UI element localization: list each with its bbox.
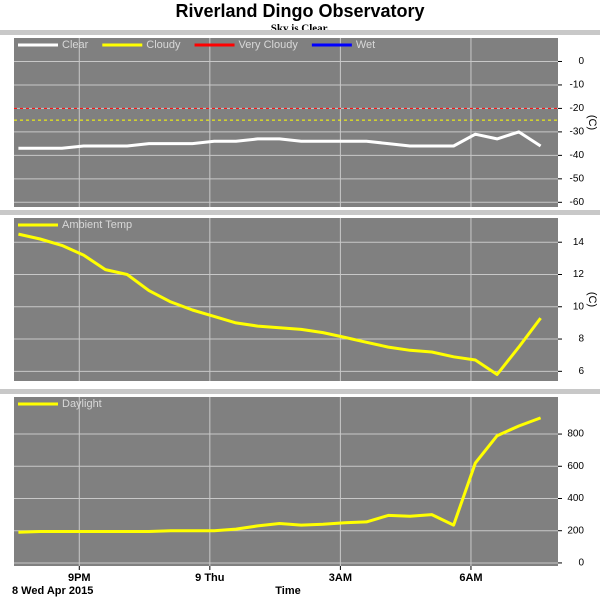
y-tick-label: -10 — [570, 80, 585, 91]
y-tick-label: -40 — [570, 150, 585, 161]
plot-area — [14, 218, 558, 381]
x-axis-label: Time — [275, 585, 300, 597]
legend-label: Wet — [356, 39, 375, 51]
plot-area — [14, 397, 558, 566]
data-line — [18, 416, 542, 534]
y-tick-label: 600 — [567, 461, 584, 472]
y-tick-label: 6 — [578, 366, 584, 377]
x-tick-label: 9 Thu — [195, 572, 224, 584]
y-tick-label: 200 — [567, 525, 584, 536]
y-tick-label: 10 — [573, 301, 585, 312]
x-tick-label: 9PM — [68, 572, 91, 584]
separator — [0, 30, 600, 35]
y-tick-label: 800 — [567, 429, 584, 440]
y-axis-label: (C) — [586, 115, 598, 130]
y-tick-label: 0 — [578, 558, 584, 569]
separator — [0, 389, 600, 394]
legend-label: Clear — [62, 39, 89, 51]
data-line — [18, 232, 542, 376]
legend-label: Cloudy — [146, 39, 181, 51]
x-tick-label: 6AM — [459, 572, 482, 584]
x-start-label: 8 Wed Apr 2015 — [12, 585, 93, 597]
plot-area — [14, 38, 558, 207]
separator — [0, 210, 600, 215]
data-line — [18, 130, 542, 150]
y-tick-label: 12 — [573, 269, 585, 280]
legend-label: Very Cloudy — [239, 39, 299, 51]
y-axis-label: (C) — [586, 292, 598, 307]
y-tick-label: -20 — [570, 103, 585, 114]
y-tick-label: 14 — [573, 237, 585, 248]
chart-title: Riverland Dingo Observatory — [175, 1, 424, 21]
y-tick-label: -60 — [570, 197, 585, 208]
legend-label: Ambient Temp — [62, 219, 132, 231]
y-tick-label: 400 — [567, 493, 584, 504]
x-tick-label: 3AM — [329, 572, 352, 584]
legend-label: Daylight — [62, 398, 102, 410]
y-tick-label: 0 — [578, 56, 584, 67]
y-tick-label: 8 — [578, 334, 584, 345]
y-tick-label: -50 — [570, 173, 585, 184]
y-tick-label: -30 — [570, 127, 585, 138]
